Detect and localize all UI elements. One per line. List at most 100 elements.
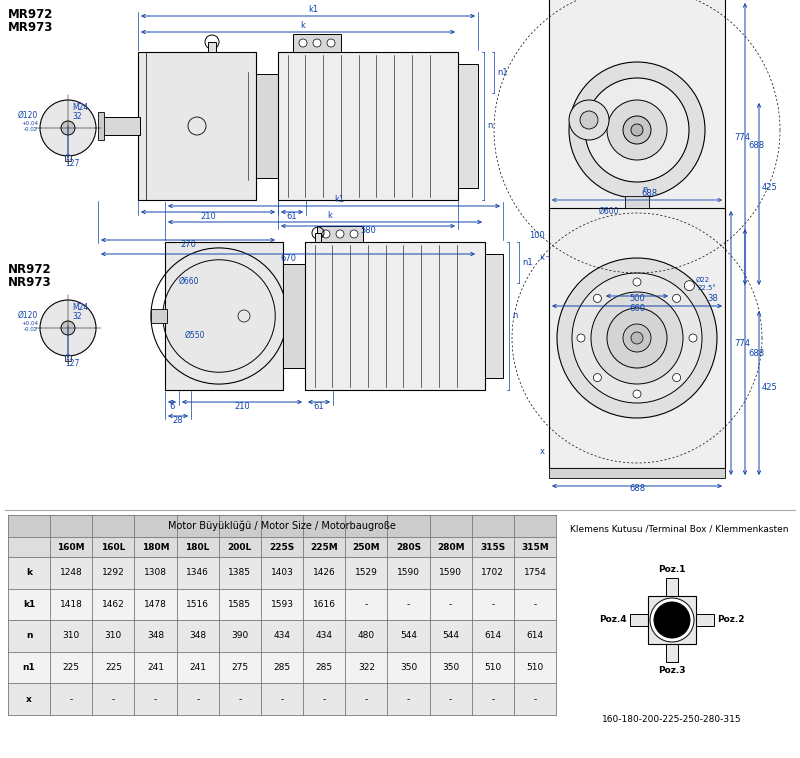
Text: 280S: 280S <box>396 543 421 552</box>
Text: 774: 774 <box>734 133 750 142</box>
Text: -: - <box>70 694 73 703</box>
Bar <box>100 117 140 135</box>
Text: Ø120: Ø120 <box>18 111 38 120</box>
Text: 1403: 1403 <box>270 568 294 578</box>
Text: -: - <box>280 694 284 703</box>
Text: 1418: 1418 <box>60 600 82 609</box>
Circle shape <box>327 39 335 47</box>
Text: 315M: 315M <box>521 543 549 552</box>
Text: -: - <box>407 694 410 703</box>
Text: k: k <box>26 568 32 578</box>
Circle shape <box>569 100 609 140</box>
Bar <box>65 155 71 161</box>
Text: Ø120: Ø120 <box>18 311 38 320</box>
Text: 614: 614 <box>526 631 543 641</box>
Text: -: - <box>491 694 494 703</box>
Bar <box>8 684 556 715</box>
Bar <box>278 52 458 200</box>
Bar <box>485 254 503 378</box>
Text: NR972: NR972 <box>8 263 52 276</box>
Circle shape <box>61 121 75 135</box>
Text: 61: 61 <box>314 402 324 411</box>
Text: 160L: 160L <box>101 543 126 552</box>
Text: MR973: MR973 <box>8 21 54 34</box>
Text: 1308: 1308 <box>144 568 167 578</box>
Text: 434: 434 <box>316 631 333 641</box>
Text: 670: 670 <box>280 254 296 263</box>
Text: 270: 270 <box>180 240 196 249</box>
Text: 180L: 180L <box>186 543 210 552</box>
Text: x: x <box>540 253 545 262</box>
Text: 285: 285 <box>274 663 290 672</box>
Text: 580: 580 <box>360 226 376 235</box>
Text: 127: 127 <box>65 359 79 368</box>
Bar <box>98 112 104 140</box>
Text: 225S: 225S <box>270 543 294 552</box>
Text: 510: 510 <box>484 663 502 672</box>
Text: 425: 425 <box>762 183 778 192</box>
Text: NR973: NR973 <box>8 276 52 289</box>
Circle shape <box>580 111 598 129</box>
Text: 350: 350 <box>400 663 417 672</box>
Text: Poz.2: Poz.2 <box>717 615 745 625</box>
Bar <box>666 578 678 596</box>
Circle shape <box>633 390 641 398</box>
Text: 160-180-200-225-250-280-315: 160-180-200-225-250-280-315 <box>602 715 742 724</box>
Bar <box>549 0 725 278</box>
Bar <box>315 233 321 242</box>
Text: 390: 390 <box>231 631 249 641</box>
Circle shape <box>594 374 602 381</box>
Text: 688: 688 <box>748 349 764 358</box>
Text: 280M: 280M <box>437 543 465 552</box>
Text: 1702: 1702 <box>482 568 504 578</box>
Circle shape <box>577 334 585 342</box>
Text: Klemens Kutusu /Terminal Box / Klemmenkasten: Klemens Kutusu /Terminal Box / Klemmenka… <box>570 524 789 533</box>
Bar <box>8 537 556 557</box>
Text: 180M: 180M <box>142 543 170 552</box>
Circle shape <box>322 230 330 238</box>
Text: 32: 32 <box>72 312 82 321</box>
Circle shape <box>594 294 602 302</box>
Text: k: k <box>327 211 333 220</box>
Text: 480: 480 <box>358 631 375 641</box>
Text: 1385: 1385 <box>228 568 251 578</box>
Text: 160M: 160M <box>58 543 85 552</box>
Text: 6: 6 <box>170 402 174 411</box>
Text: -: - <box>534 600 537 609</box>
Text: k1: k1 <box>23 600 35 609</box>
Text: +0.04: +0.04 <box>21 121 38 126</box>
Text: 250M: 250M <box>353 543 380 552</box>
Text: 285: 285 <box>315 663 333 672</box>
Bar <box>458 64 478 188</box>
Text: -: - <box>449 694 452 703</box>
Text: -: - <box>322 694 326 703</box>
Text: 350: 350 <box>442 663 459 672</box>
Circle shape <box>623 116 651 144</box>
Bar <box>648 596 696 644</box>
Text: 22.5°: 22.5° <box>698 285 716 290</box>
Bar <box>666 644 678 662</box>
Text: 38: 38 <box>708 294 718 303</box>
Bar <box>165 242 283 390</box>
Text: 1590: 1590 <box>439 568 462 578</box>
Bar <box>293 34 341 52</box>
Text: n: n <box>487 121 492 130</box>
Circle shape <box>631 332 643 344</box>
Bar <box>138 52 256 200</box>
Circle shape <box>654 602 690 638</box>
Bar <box>256 74 278 178</box>
Text: 225M: 225M <box>310 543 338 552</box>
Text: n1: n1 <box>497 68 508 77</box>
Circle shape <box>607 100 667 160</box>
Text: M24: M24 <box>72 103 88 112</box>
Text: 61: 61 <box>286 212 298 221</box>
Text: Ø660: Ø660 <box>179 277 199 286</box>
Text: 200L: 200L <box>228 543 252 552</box>
Bar <box>8 557 556 589</box>
Text: 210: 210 <box>234 402 250 411</box>
Bar <box>283 264 305 368</box>
Text: 500: 500 <box>629 294 645 303</box>
Text: Motor Büyüklüğü / Motor Size / Motorbaugroße: Motor Büyüklüğü / Motor Size / Motorbaug… <box>168 521 396 531</box>
Text: 425: 425 <box>762 383 778 392</box>
Text: 315S: 315S <box>480 543 506 552</box>
